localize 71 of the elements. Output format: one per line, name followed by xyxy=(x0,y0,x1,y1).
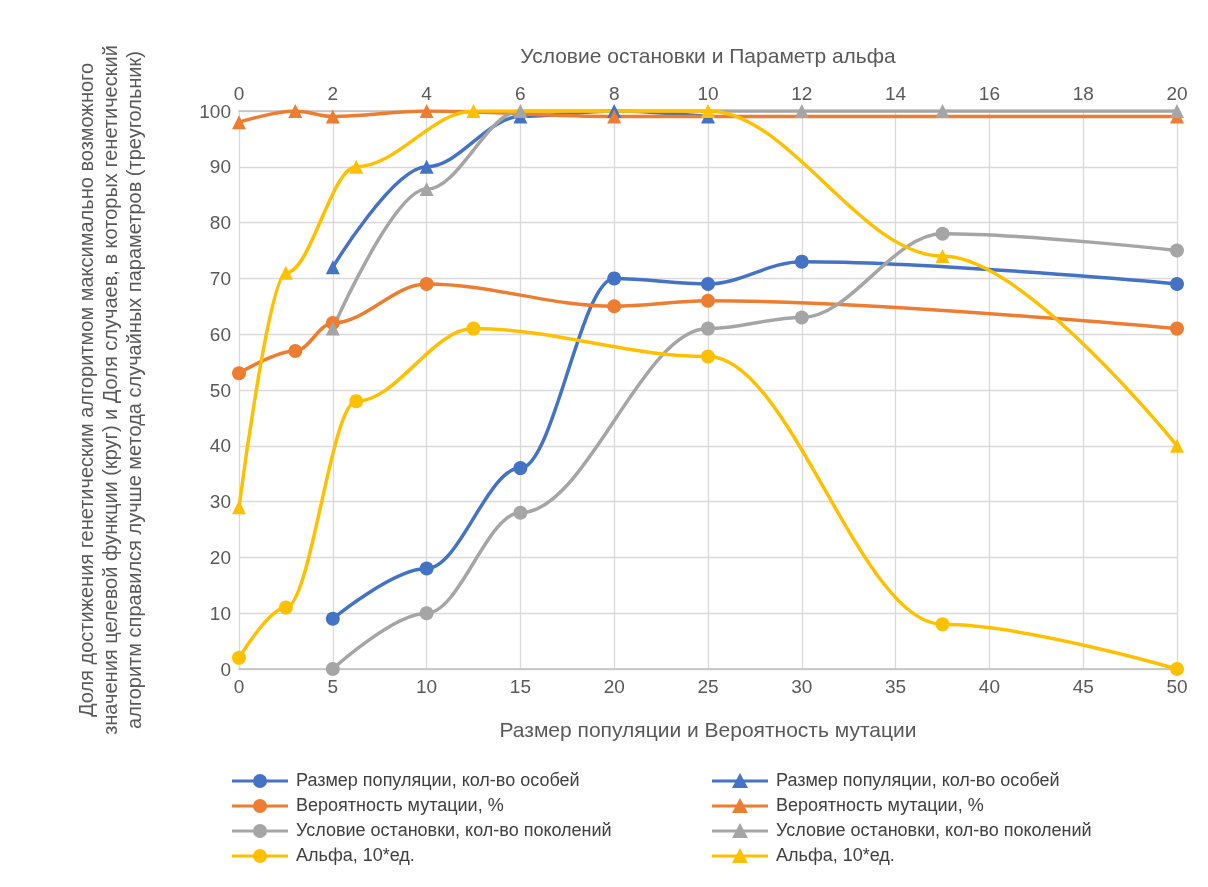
x-tick-label: 20 xyxy=(603,676,625,697)
point xyxy=(513,461,528,476)
y-tick-label: 90 xyxy=(209,156,231,178)
x2-tick-label: 18 xyxy=(1072,83,1094,104)
point xyxy=(288,343,303,358)
x2-tick-label: 6 xyxy=(515,83,526,104)
x2-tick-label: 4 xyxy=(421,83,433,104)
y-tick-label: 100 xyxy=(199,100,231,122)
point xyxy=(325,662,340,676)
x-tick-label: 50 xyxy=(1166,676,1188,697)
x2-tick-label: 20 xyxy=(1166,83,1188,104)
y-tick-label: 0 xyxy=(220,658,231,680)
x-tick-label: 35 xyxy=(885,676,907,697)
point xyxy=(419,561,434,576)
y-axis-title: Доля достижения генетическим алгоритмом максимально возможного значения целевой функции (круг) и Доля случаев, в которых генетический алгоритм справился лучше метода случайных параметров (треугольник) xyxy=(74,44,146,737)
x2-tick-label: 14 xyxy=(885,83,907,104)
x2-axis-title: Условие остановки и Параметр альфа xyxy=(520,44,897,67)
point xyxy=(701,276,715,291)
x-tick-label: 15 xyxy=(509,676,531,697)
legend-label: Условие остановки, кол-во поколений xyxy=(296,820,612,841)
point xyxy=(232,366,246,381)
point xyxy=(701,293,715,308)
legend-label: Альфа, 10*ед. xyxy=(296,845,415,866)
point xyxy=(794,254,809,269)
x-tick-label: 45 xyxy=(1072,676,1094,697)
legend-label: Размер популяции, кол-во особей xyxy=(776,770,1060,791)
x2-tick-label: 10 xyxy=(697,83,719,104)
x-tick-label: 5 xyxy=(327,676,339,697)
point xyxy=(935,226,950,241)
y-tick-label: 80 xyxy=(209,212,231,234)
point xyxy=(1170,321,1184,336)
y-tick-label: 10 xyxy=(209,602,231,624)
legend-label: Альфа, 10*ед. xyxy=(776,845,895,866)
point xyxy=(607,299,622,314)
x2-tick-label: 0 xyxy=(233,83,245,104)
x-axis-title: Размер популяции и Вероятность мутации xyxy=(499,718,917,741)
point xyxy=(278,600,293,615)
point xyxy=(349,394,364,409)
point xyxy=(325,611,340,626)
legend-label: Вероятность мутации, % xyxy=(296,795,504,816)
y-tick-label: 40 xyxy=(209,435,231,457)
x2-tick-label: 16 xyxy=(978,83,1000,104)
point xyxy=(419,276,434,291)
y-tick-label: 70 xyxy=(209,267,231,289)
legend-label: Вероятность мутации, % xyxy=(776,795,984,816)
x2-tick-label: 12 xyxy=(791,83,813,104)
point xyxy=(935,617,950,632)
legend-label: Условие остановки, кол-во поколений xyxy=(776,820,1092,841)
point xyxy=(1170,243,1184,258)
y-tick-label: 30 xyxy=(209,491,231,513)
point xyxy=(794,310,809,325)
point xyxy=(1170,276,1184,291)
point xyxy=(466,321,481,336)
point xyxy=(1170,662,1184,676)
x-tick-label: 0 xyxy=(233,676,245,697)
point xyxy=(607,271,622,286)
x2-tick-label: 8 xyxy=(608,83,620,104)
x-tick-label: 40 xyxy=(978,676,1000,697)
point xyxy=(513,505,528,520)
y-tick-label: 20 xyxy=(209,546,231,568)
point xyxy=(701,349,715,364)
x-tick-label: 30 xyxy=(791,676,813,697)
legend-label: Размер популяции, кол-во особей xyxy=(296,770,580,791)
x-tick-label: 25 xyxy=(697,676,719,697)
y-tick-label: 60 xyxy=(209,323,231,345)
point xyxy=(232,650,246,665)
point xyxy=(701,321,715,336)
x2-tick-label: 2 xyxy=(327,83,339,104)
point xyxy=(419,606,434,621)
x-tick-label: 10 xyxy=(416,676,438,697)
y-tick-label: 50 xyxy=(209,379,231,401)
